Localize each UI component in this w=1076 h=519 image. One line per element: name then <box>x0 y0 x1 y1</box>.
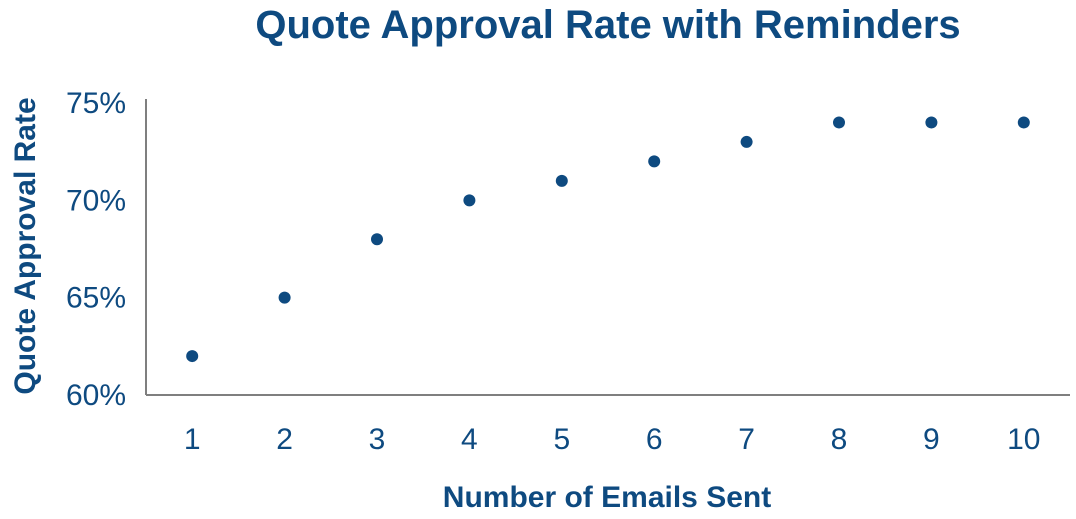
data-point <box>648 155 661 168</box>
y-tick-label: 70% <box>66 184 126 217</box>
data-point <box>371 233 383 246</box>
x-tick-label: 6 <box>646 423 663 456</box>
x-axis-label: Number of Emails Sent <box>443 481 771 514</box>
data-point <box>278 291 291 304</box>
y-tick-labels: 60% 65% 70% 75% <box>66 87 126 412</box>
data-point <box>463 194 476 207</box>
data-point <box>925 116 938 129</box>
x-tick-label: 3 <box>369 423 386 456</box>
data-points <box>186 116 1030 363</box>
data-point <box>186 350 199 363</box>
data-point <box>1017 116 1030 129</box>
data-point <box>555 174 568 187</box>
y-tick-label: 60% <box>66 379 126 412</box>
x-tick-label: 5 <box>553 423 570 456</box>
data-point <box>740 135 753 148</box>
x-tick-label: 2 <box>276 423 293 456</box>
data-point <box>833 116 845 129</box>
y-axis-label: Quote Approval Rate <box>9 97 42 394</box>
y-tick-label: 75% <box>66 87 126 120</box>
x-tick-label: 4 <box>461 423 478 456</box>
y-tick-label: 65% <box>66 282 126 315</box>
x-tick-label: 7 <box>738 423 755 456</box>
x-tick-labels: 1 2 3 4 5 6 7 8 9 10 <box>184 423 1041 456</box>
chart-title: Quote Approval Rate with Reminders <box>255 3 960 47</box>
x-tick-label: 8 <box>831 423 848 456</box>
x-tick-label: 1 <box>184 423 201 456</box>
x-tick-label: 10 <box>1007 423 1040 456</box>
x-tick-label: 9 <box>923 423 940 456</box>
